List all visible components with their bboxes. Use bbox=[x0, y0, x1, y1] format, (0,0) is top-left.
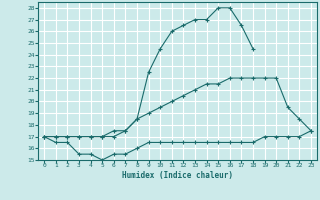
X-axis label: Humidex (Indice chaleur): Humidex (Indice chaleur) bbox=[122, 171, 233, 180]
